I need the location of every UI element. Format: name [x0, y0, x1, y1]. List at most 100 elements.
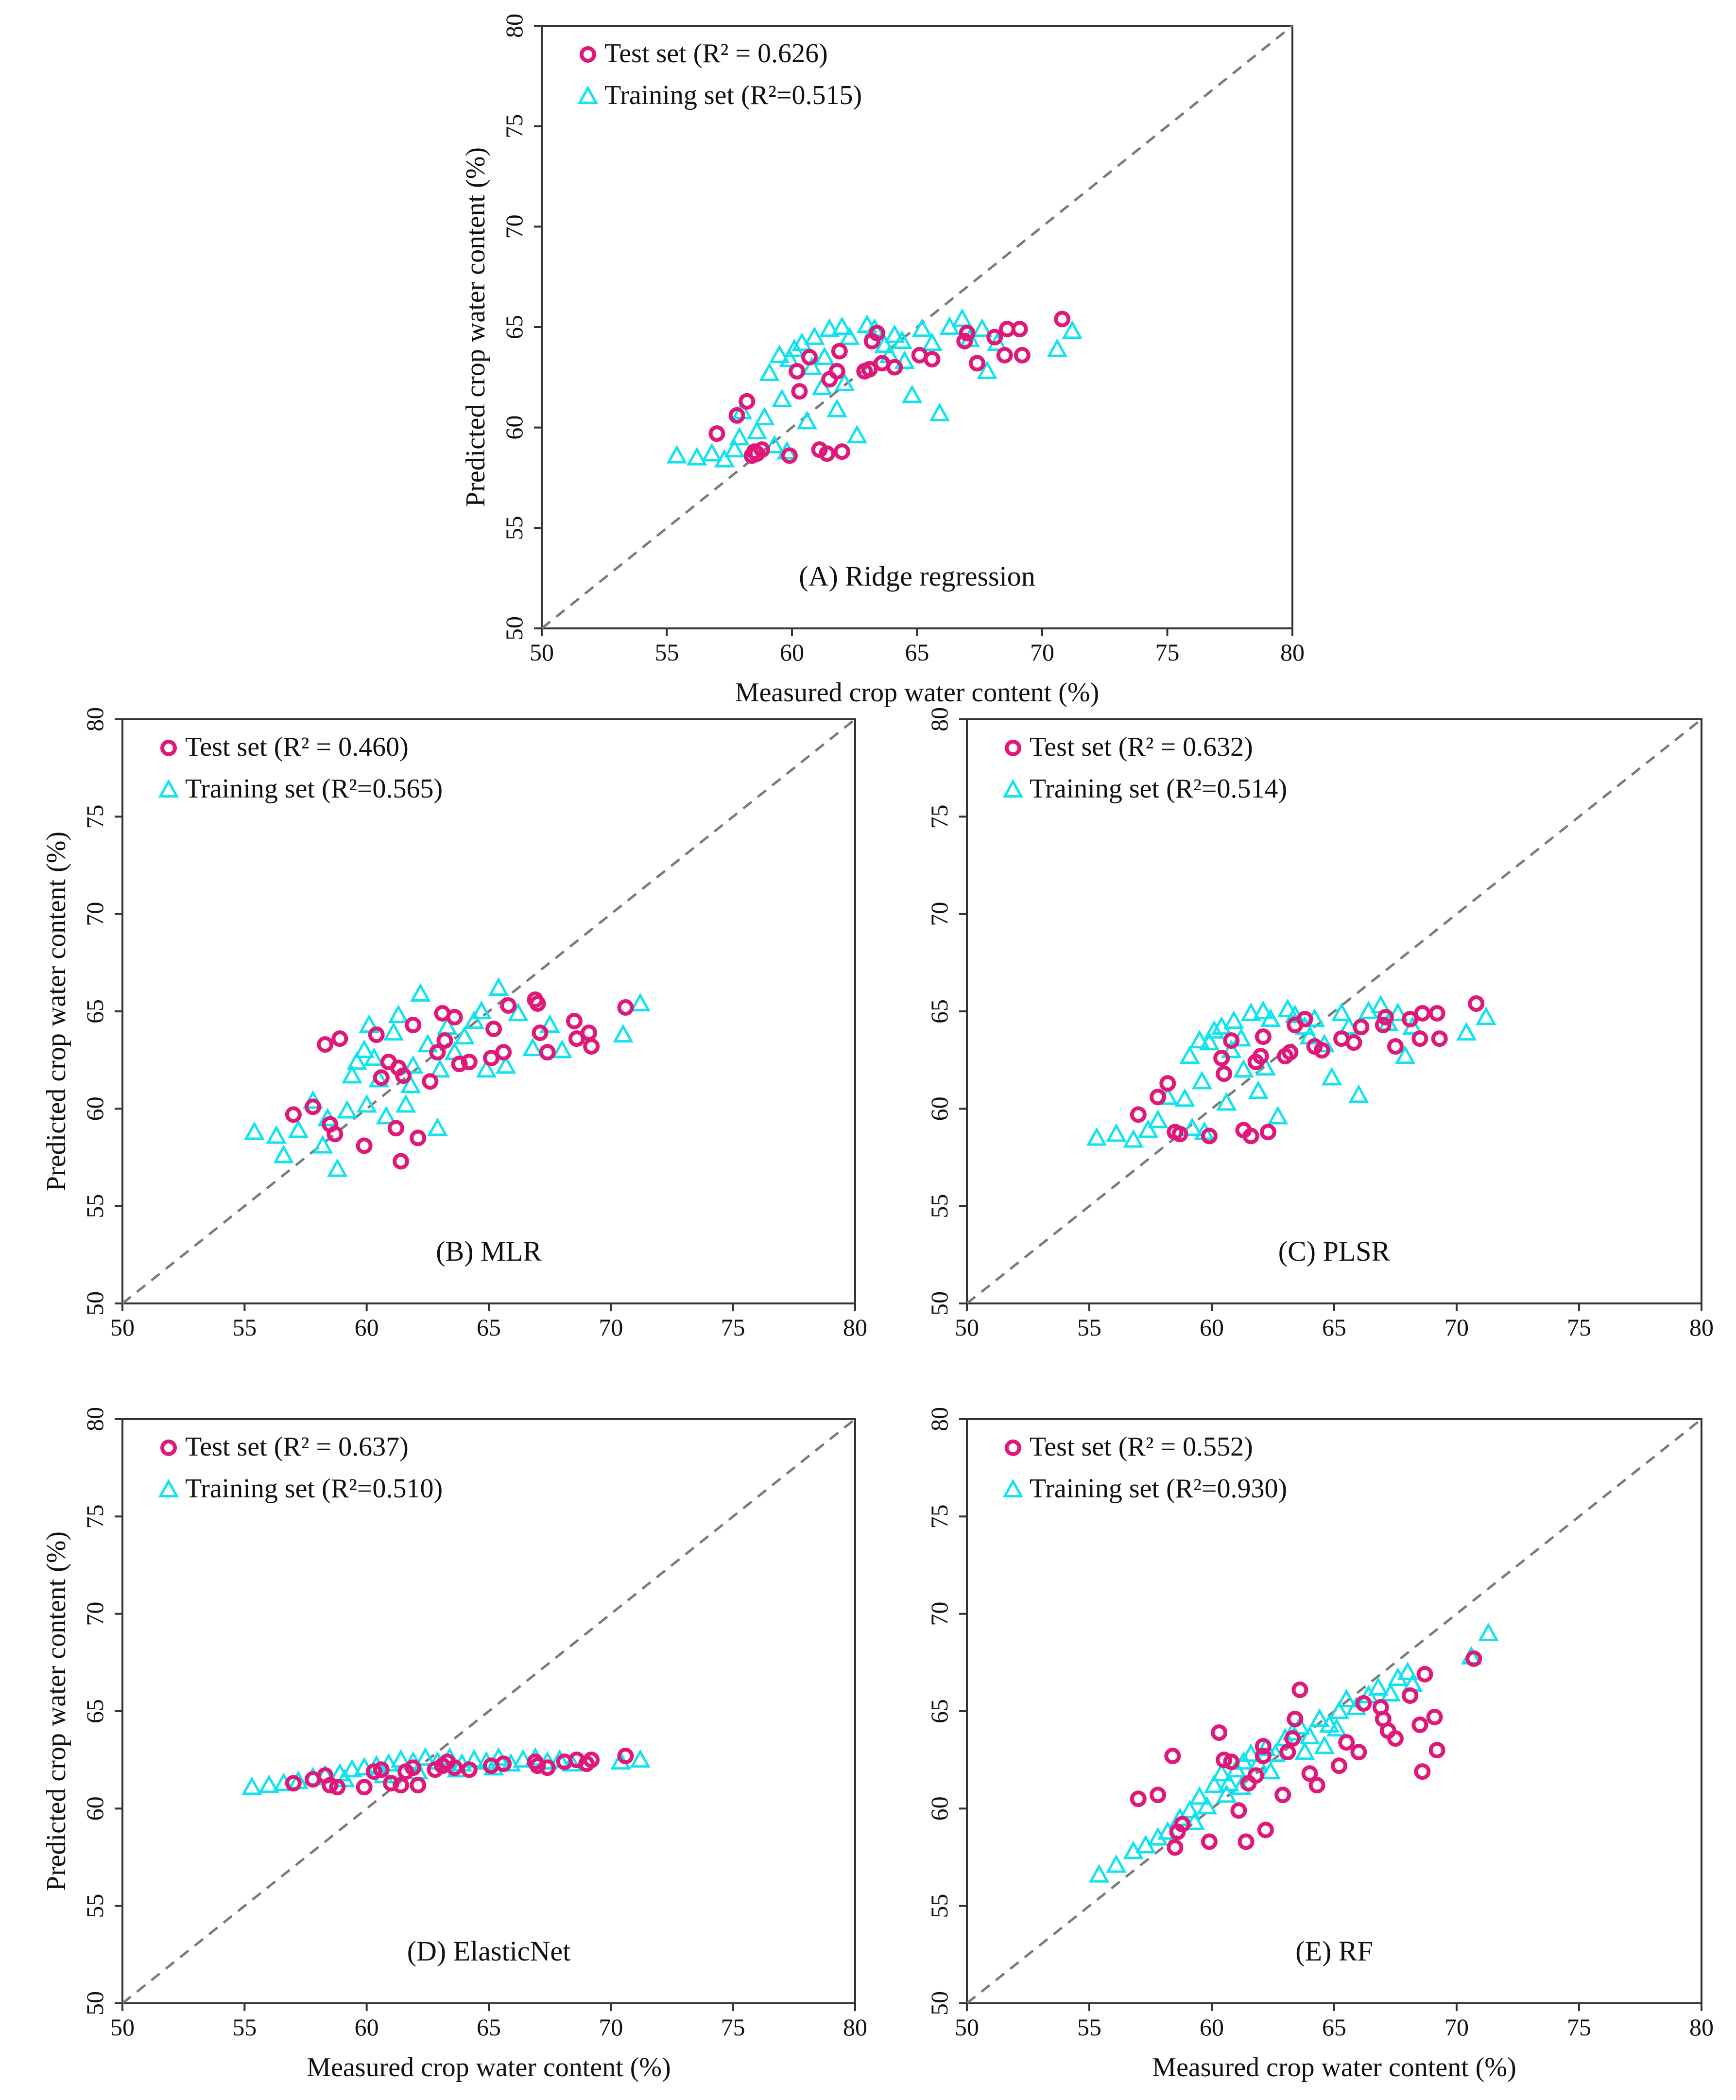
- legend-test-label: Test set (R² = 0.632): [1030, 732, 1253, 762]
- legend-training-label: Training set (R²=0.515): [604, 80, 862, 110]
- y-tick-label: 70: [81, 902, 108, 926]
- test-point: [305, 1098, 322, 1115]
- training-point: [1248, 1080, 1269, 1099]
- training-point: [342, 1065, 362, 1084]
- training-point: [488, 977, 509, 996]
- legend-training-label: Training set (R²=0.510): [185, 1474, 443, 1504]
- training-point: [1184, 1811, 1205, 1830]
- test-point: [436, 1032, 453, 1049]
- test-point: [1230, 1802, 1247, 1819]
- training-point: [1478, 1622, 1499, 1641]
- training-point: [1174, 1088, 1195, 1107]
- training-point: [1106, 1854, 1127, 1873]
- training-point: [476, 1059, 497, 1078]
- training-point: [500, 1753, 521, 1772]
- training-series: [1086, 994, 1496, 1148]
- test-point: [568, 1030, 585, 1047]
- training-point: [1253, 1000, 1274, 1020]
- y-tick-label: 60: [81, 1796, 108, 1821]
- training-point: [666, 445, 688, 464]
- x-tick-label: 55: [232, 1314, 257, 1341]
- test-point: [532, 1024, 549, 1041]
- panel-e: 50 55 60 65 70 75 80 50 55 60 65 70 75 80 Measured cro…: [926, 1407, 1714, 2083]
- test-point: [285, 1106, 302, 1123]
- test-point: [539, 1044, 556, 1061]
- test-point: [368, 1026, 385, 1043]
- test-point: [1375, 1017, 1392, 1034]
- x-tick-label: 50: [110, 2013, 135, 2041]
- training-point: [630, 1749, 651, 1768]
- test-point: [410, 1129, 427, 1146]
- training-point: [508, 1002, 529, 1022]
- training-point: [354, 1039, 375, 1059]
- test-point: [1428, 1742, 1445, 1759]
- training-point: [801, 356, 823, 375]
- training-point: [454, 1025, 475, 1045]
- test-point: [461, 1761, 478, 1778]
- y-tick-label: 55: [81, 1894, 108, 1918]
- training-point: [1203, 1774, 1225, 1793]
- training-point: [804, 326, 825, 345]
- training-point: [430, 1059, 450, 1078]
- test-point: [583, 1038, 600, 1055]
- test-point: [1242, 1128, 1259, 1145]
- test-point: [1150, 1089, 1167, 1106]
- training-point: [337, 1100, 358, 1119]
- test-point: [1274, 1787, 1291, 1804]
- test-point: [1164, 1748, 1181, 1765]
- y-tick-label: 60: [926, 1796, 953, 1821]
- training-point: [1233, 1059, 1254, 1078]
- test-point: [373, 1069, 390, 1086]
- test-point: [924, 351, 941, 368]
- x-tick-label: 75: [1567, 2013, 1591, 2041]
- test-point: [1387, 1730, 1404, 1747]
- training-point: [273, 1145, 294, 1163]
- training-point: [388, 1004, 409, 1024]
- test-point: [1431, 1030, 1448, 1047]
- test-point: [1355, 1695, 1372, 1712]
- y-tick-label: 50: [926, 1291, 953, 1316]
- x-tick-label: 65: [905, 639, 929, 666]
- training-point: [1461, 1646, 1482, 1665]
- test-point: [495, 1755, 512, 1772]
- x-tick-label: 75: [1567, 1314, 1591, 1341]
- y-tick-label: 80: [926, 707, 953, 731]
- x-tick-label: 50: [110, 1314, 135, 1341]
- training-point: [551, 1039, 573, 1059]
- x-axis-title: Measured crop water content (%): [307, 2052, 670, 2083]
- training-point: [911, 318, 933, 337]
- test-point: [743, 447, 760, 464]
- training-point: [630, 992, 651, 1012]
- y-tick-label: 75: [81, 1504, 108, 1528]
- test-point: [1247, 1767, 1264, 1784]
- test-point: [959, 325, 976, 342]
- training-point: [1387, 1667, 1409, 1686]
- training-point: [1397, 1661, 1418, 1680]
- x-tick-label: 55: [1077, 1314, 1101, 1341]
- test-point: [1465, 1650, 1482, 1667]
- training-point: [495, 1055, 516, 1074]
- test-point: [1301, 1765, 1318, 1782]
- test-point: [422, 1073, 439, 1090]
- test-point: [1353, 1019, 1370, 1036]
- y-tick-label: 70: [81, 1602, 108, 1626]
- training-point: [266, 1125, 287, 1144]
- test-point: [708, 425, 725, 442]
- training-point: [1331, 1002, 1352, 1022]
- legend-training-marker: [577, 85, 599, 104]
- y-tick-label: 65: [500, 315, 528, 339]
- training-point: [724, 438, 745, 458]
- test-point: [322, 1777, 339, 1794]
- test-series: [1130, 1650, 1482, 1856]
- test-point: [1201, 1833, 1218, 1850]
- test-point: [617, 999, 634, 1016]
- training-point: [1147, 1110, 1169, 1128]
- test-point: [461, 1054, 478, 1071]
- test-point: [801, 349, 818, 365]
- x-tick-label: 70: [1444, 1314, 1469, 1341]
- test-point: [1159, 1075, 1176, 1092]
- test-point: [446, 1759, 463, 1776]
- test-point: [1414, 1005, 1431, 1022]
- y-tick-label: 70: [926, 902, 953, 926]
